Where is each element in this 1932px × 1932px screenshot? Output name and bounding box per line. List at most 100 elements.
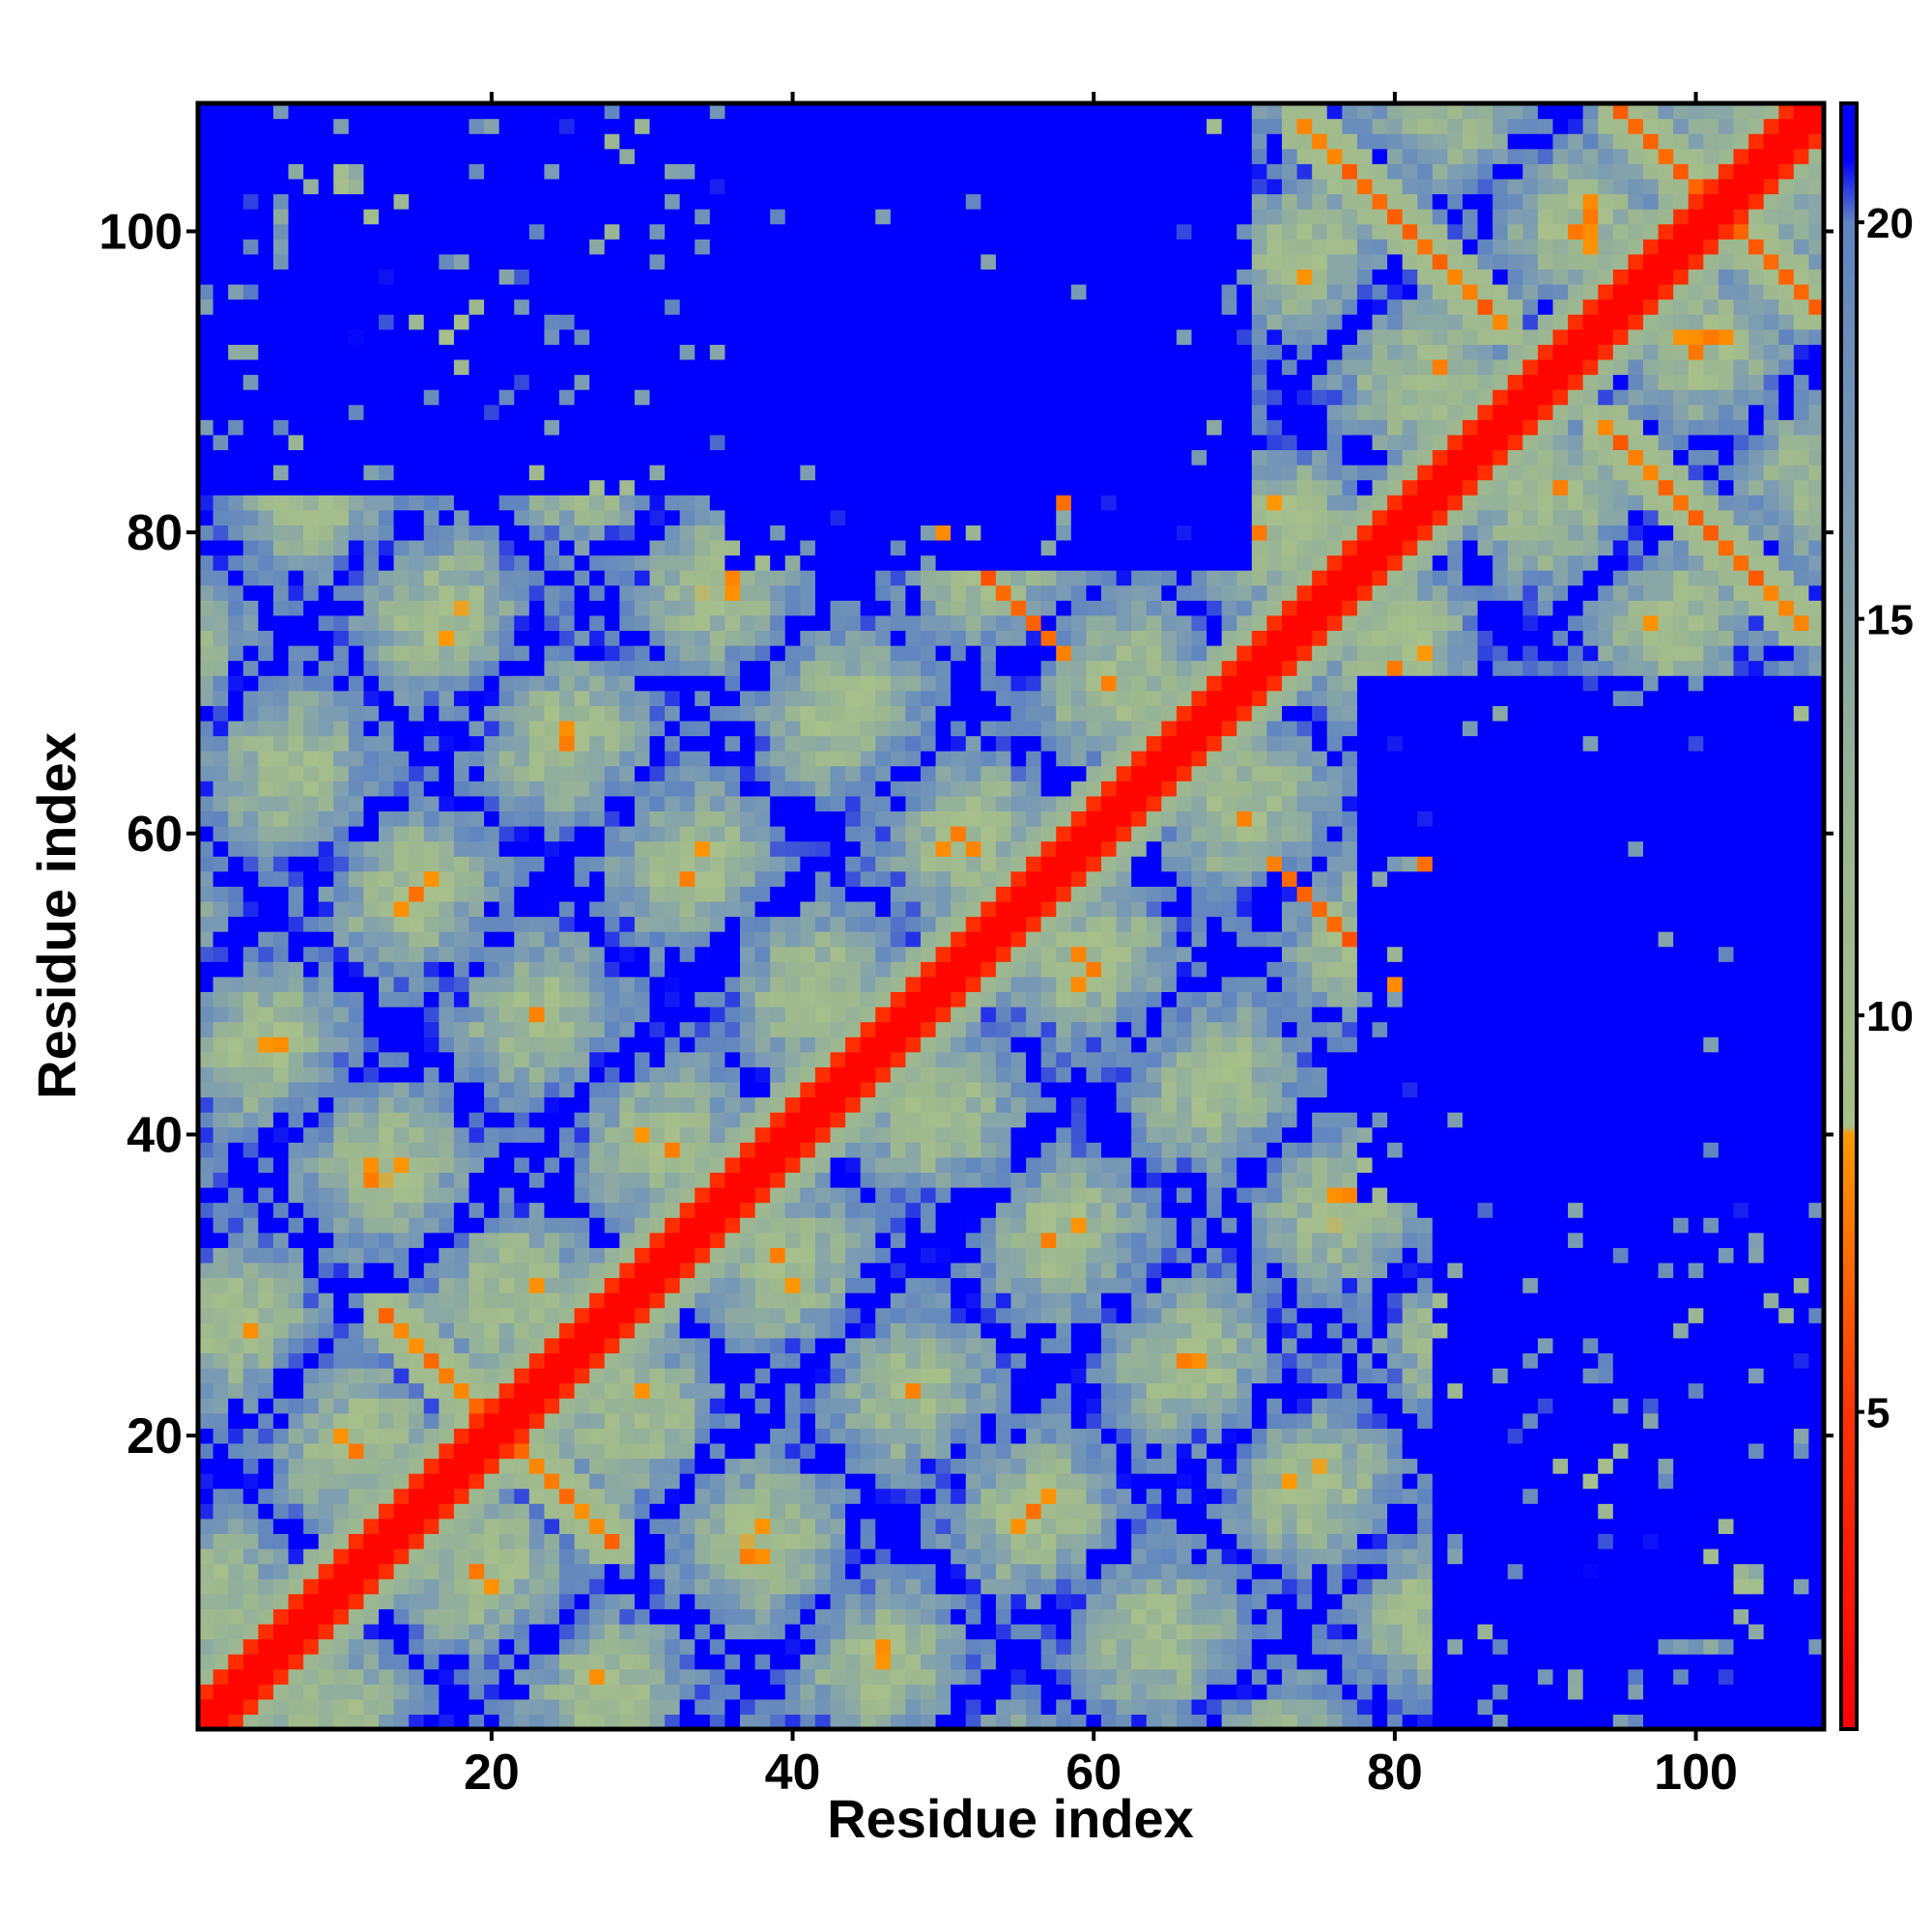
heatmap-cell bbox=[333, 614, 350, 632]
heatmap-cell bbox=[740, 1262, 756, 1279]
heatmap-cell bbox=[814, 269, 832, 285]
heatmap-cell bbox=[679, 1458, 696, 1474]
heatmap-cell bbox=[514, 886, 530, 902]
heatmap-cell bbox=[423, 539, 440, 556]
heatmap-cell bbox=[242, 1488, 259, 1504]
heatmap-cell bbox=[333, 434, 350, 451]
heatmap-cell bbox=[845, 449, 862, 466]
heatmap-cell bbox=[679, 1112, 696, 1128]
heatmap-cell bbox=[740, 1081, 756, 1098]
heatmap-cell bbox=[423, 976, 440, 993]
heatmap-cell bbox=[439, 1096, 455, 1113]
heatmap-cell bbox=[318, 404, 334, 420]
heatmap-cell bbox=[784, 1473, 801, 1490]
heatmap-cell bbox=[528, 284, 546, 300]
heatmap-cell bbox=[574, 946, 590, 962]
heatmap-cell bbox=[272, 1654, 290, 1670]
heatmap-cell bbox=[860, 886, 876, 902]
heatmap-cell bbox=[409, 539, 425, 556]
heatmap-cell bbox=[770, 209, 786, 225]
heatmap-cell bbox=[709, 781, 726, 797]
heatmap-cell bbox=[604, 1142, 620, 1158]
heatmap-cell bbox=[619, 1623, 636, 1640]
heatmap-cell bbox=[198, 525, 214, 541]
heatmap-cell bbox=[589, 314, 606, 330]
heatmap-cell bbox=[665, 314, 681, 330]
heatmap-cell bbox=[393, 1293, 410, 1309]
heatmap-cell bbox=[198, 118, 214, 134]
heatmap-cell bbox=[379, 916, 395, 932]
heatmap-cell bbox=[242, 223, 259, 240]
heatmap-cell bbox=[649, 735, 666, 752]
heatmap-cell bbox=[393, 1112, 410, 1128]
heatmap-cell bbox=[604, 645, 620, 662]
heatmap-cell bbox=[709, 1668, 726, 1685]
heatmap-cell bbox=[860, 539, 876, 556]
heatmap-cell bbox=[363, 1096, 380, 1113]
heatmap-cell bbox=[800, 810, 816, 827]
heatmap-cell bbox=[800, 539, 816, 556]
heatmap-cell bbox=[439, 1037, 455, 1053]
heatmap-cell bbox=[303, 584, 320, 601]
heatmap-cell bbox=[288, 900, 304, 918]
heatmap-cell bbox=[439, 1172, 455, 1188]
heatmap-cell bbox=[709, 1007, 726, 1023]
heatmap-cell bbox=[198, 1021, 214, 1037]
heatmap-cell bbox=[198, 1322, 214, 1339]
heatmap-cell bbox=[423, 1654, 440, 1670]
heatmap-cell bbox=[634, 239, 651, 255]
heatmap-cell bbox=[665, 1548, 681, 1565]
heatmap-cell bbox=[845, 525, 862, 541]
heatmap-cell bbox=[213, 991, 229, 1008]
heatmap-cell bbox=[589, 1714, 606, 1730]
heatmap-cell bbox=[469, 298, 485, 315]
heatmap-cell bbox=[453, 465, 470, 481]
heatmap-cell bbox=[875, 614, 892, 632]
heatmap-cell bbox=[845, 900, 862, 918]
heatmap-cell bbox=[318, 1322, 334, 1339]
heatmap-cell bbox=[740, 539, 756, 556]
heatmap-cell bbox=[800, 840, 816, 857]
heatmap-cell bbox=[724, 269, 741, 285]
heatmap-cell bbox=[770, 991, 786, 1008]
heatmap-cell bbox=[348, 509, 365, 526]
heatmap-cell bbox=[213, 660, 229, 676]
heatmap-cell bbox=[213, 1262, 229, 1279]
heatmap-cell bbox=[333, 1322, 350, 1339]
heatmap-cell bbox=[830, 991, 846, 1008]
heatmap-cell bbox=[634, 1608, 651, 1625]
heatmap-cell bbox=[288, 961, 304, 978]
heatmap-cell bbox=[484, 1638, 500, 1655]
heatmap-cell bbox=[890, 1503, 907, 1520]
heatmap-cell bbox=[453, 539, 470, 556]
heatmap-cell bbox=[453, 193, 470, 210]
heatmap-cell bbox=[528, 253, 546, 270]
heatmap-cell bbox=[453, 1698, 470, 1716]
heatmap-cell bbox=[423, 328, 440, 345]
heatmap-cell bbox=[784, 1126, 801, 1143]
heatmap-cell bbox=[409, 284, 425, 300]
heatmap-cell bbox=[770, 434, 786, 451]
heatmap-cell bbox=[423, 600, 440, 616]
heatmap-cell bbox=[544, 856, 560, 872]
heatmap-cell bbox=[469, 886, 485, 902]
heatmap-cell bbox=[318, 1142, 334, 1158]
heatmap-cell bbox=[409, 600, 425, 616]
heatmap-cell bbox=[318, 1187, 334, 1204]
heatmap-cell bbox=[498, 163, 515, 180]
heatmap-cell bbox=[393, 1247, 410, 1264]
heatmap-cell bbox=[258, 1458, 274, 1474]
heatmap-cell bbox=[528, 1156, 546, 1174]
heatmap-cell bbox=[453, 976, 470, 993]
heatmap-cell bbox=[709, 600, 726, 616]
heatmap-cell bbox=[258, 614, 274, 632]
heatmap-cell bbox=[258, 1112, 274, 1128]
heatmap-cell bbox=[830, 1698, 846, 1716]
heatmap-cell bbox=[198, 1156, 214, 1174]
heatmap-cell bbox=[303, 434, 320, 451]
heatmap-cell bbox=[439, 1352, 455, 1369]
heatmap-cell bbox=[228, 991, 244, 1008]
heatmap-cell bbox=[800, 103, 816, 120]
heatmap-cell bbox=[634, 1442, 651, 1460]
heatmap-cell bbox=[544, 1247, 560, 1264]
